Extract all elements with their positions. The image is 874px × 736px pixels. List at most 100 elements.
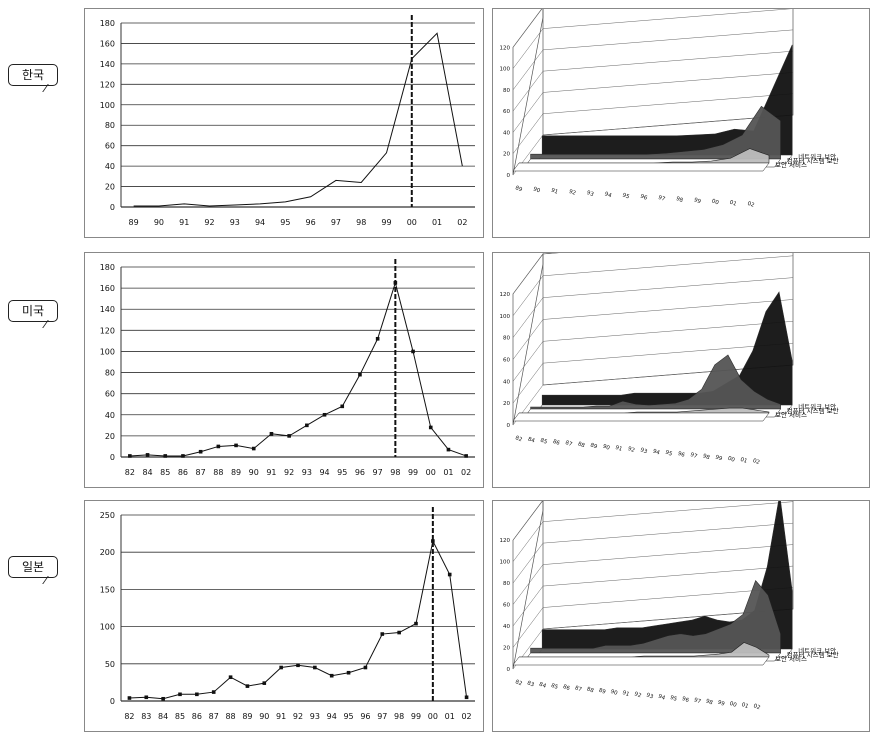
x-tick-label: 90 (602, 444, 611, 452)
y-tick-label: 0 (110, 203, 115, 212)
x-tick-label: 98 (394, 712, 404, 721)
y-tick-label: 120 (500, 292, 511, 298)
data-point (464, 695, 469, 700)
y-tick-label: 60 (503, 603, 510, 609)
gridline (512, 501, 794, 562)
data-point (161, 696, 165, 701)
x-tick-label: 89 (514, 185, 523, 193)
y-tick-label: 80 (105, 121, 115, 130)
x-tick-label: 00 (729, 701, 738, 709)
x-tick-label: 96 (677, 451, 686, 459)
x-tick-label: 92 (627, 446, 636, 454)
x-tick-label: 93 (639, 447, 648, 455)
y-tick-label: 180 (100, 19, 115, 28)
data-point (431, 539, 435, 543)
line-chart-usa: 0 20 40 60 80 100 120 140 160 180 82 84 85 86 87 88 89 90… (84, 252, 484, 488)
left-wall (512, 9, 544, 176)
y-tick-label: 0 (507, 667, 511, 673)
line-chart-japan: 0 50 100 150 200 250 82 83 84 85 86 87 88 89 90 91 92 93 9… (84, 500, 484, 732)
data-point (279, 665, 283, 670)
gridline (512, 277, 794, 338)
x-tick-label: 84 (527, 436, 536, 444)
x-tick-label: 96 (360, 712, 370, 721)
y-tick-label: 20 (503, 152, 510, 158)
x-tick-label: 99 (714, 454, 723, 462)
y-tick-label: 100 (100, 623, 115, 632)
x-tick-label: 89 (231, 468, 241, 477)
y-tick-label: 100 (500, 67, 511, 73)
gridline (512, 522, 794, 584)
x-tick-label: 94 (652, 448, 661, 456)
x-tick-label: 84 (158, 712, 168, 721)
area-chart-3d-korea: 0 20 40 60 80 100 120 네트워크 보안 컴퓨터 시스템 보안 보안 서비스 89… (492, 8, 870, 238)
x-tick-label: 99 (693, 197, 702, 205)
gridline (512, 50, 794, 112)
y-tick-label: 160 (100, 39, 115, 48)
data-point (397, 630, 401, 635)
x-tick-label: 91 (621, 690, 630, 698)
area-chart-3d-usa: 0 20 40 60 80 100 120 네트워크 보안 컴퓨터 시스템 보안 보안 서비스 82… (492, 252, 870, 488)
x-tick-label: 91 (550, 188, 559, 196)
x-tick-label: 00 (428, 712, 438, 721)
series-label: 컴퓨터 시스템 보안 (787, 406, 839, 415)
data-point (375, 336, 380, 341)
x-tick-label: 94 (604, 191, 613, 199)
x-tick-label: 94 (657, 694, 666, 702)
data-point (411, 349, 415, 354)
series-floor (512, 656, 770, 666)
x-tick-label: 99 (381, 218, 391, 227)
x-tick-label: 90 (249, 468, 259, 477)
x-tick-label: 02 (752, 458, 761, 466)
y-tick-label: 0 (110, 697, 115, 706)
data-point (363, 665, 368, 670)
gridline (512, 321, 794, 382)
x-tick-label: 00 (407, 218, 417, 227)
data-point (414, 621, 418, 626)
x-tick-label: 83 (141, 712, 151, 721)
x-tick-label: 86 (562, 684, 571, 692)
gridline (512, 342, 794, 404)
x-tick-label: 89 (242, 712, 252, 721)
x-tick-label: 94 (319, 468, 329, 477)
y-tick-label: 40 (503, 130, 510, 136)
x-tick-label: 97 (377, 712, 387, 721)
gridline (512, 501, 543, 541)
x-tick-label: 89 (129, 218, 139, 227)
data-point (128, 454, 132, 458)
y-tick-label: 40 (503, 624, 510, 630)
gridline (512, 299, 794, 360)
y-tick-label: 100 (500, 560, 511, 566)
x-tick-label: 01 (443, 468, 453, 477)
x-tick-label: 97 (657, 195, 666, 203)
x-tick-label: 94 (327, 712, 337, 721)
x-tick-label: 86 (192, 712, 202, 721)
x-tick-label: 93 (586, 190, 595, 198)
data-point (262, 681, 267, 685)
gridline (512, 255, 794, 316)
gridline (512, 9, 543, 48)
y-tick-label: 140 (100, 60, 115, 69)
x-tick-label: 92 (204, 218, 214, 227)
y-tick-label: 140 (100, 305, 115, 314)
x-tick-label: 00 (727, 456, 736, 464)
y-tick-label: 60 (105, 390, 115, 399)
x-tick-label: 86 (178, 468, 188, 477)
data-point (464, 454, 468, 458)
x-tick-label: 88 (586, 686, 595, 694)
x-tick-label: 97 (331, 218, 341, 227)
y-tick-label: 100 (100, 101, 115, 110)
data-point (228, 675, 233, 679)
x-tick-label: 90 (154, 218, 164, 227)
series-label: 보안 서비스 (775, 410, 807, 419)
x-tick-label: 88 (225, 712, 235, 721)
x-tick-label: 92 (284, 468, 294, 477)
series-label: 컴퓨터 시스템 보안 (787, 650, 839, 659)
x-tick-label: 98 (390, 468, 400, 477)
series-line (129, 539, 468, 700)
x-tick-label: 01 (741, 702, 750, 710)
data-point (340, 404, 345, 409)
x-tick-label: 90 (532, 186, 541, 194)
series-label: 보안 서비스 (775, 654, 807, 663)
x-tick-label: 02 (461, 468, 471, 477)
